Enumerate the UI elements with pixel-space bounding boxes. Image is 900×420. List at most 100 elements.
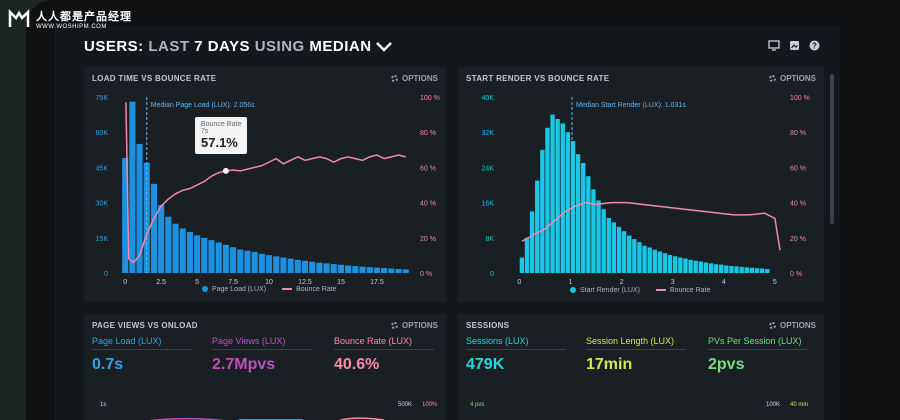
x-tick: 17.5 [370,279,384,286]
bounce-rate-line [521,201,781,251]
bar [739,266,744,273]
options-button[interactable]: OPTIONS [768,74,816,83]
title-median: MEDIAN [309,38,372,55]
bar [616,226,622,273]
y-tick-left: 16K [482,201,495,208]
x-tick: 5 [773,279,777,286]
bar [729,265,734,273]
bar [545,127,550,273]
axis-label: 1s [100,402,107,408]
bar [323,263,330,273]
y-tick-right: 60 % [790,165,806,172]
y-tick-left: 60K [96,130,109,137]
watermark-url: WWW.WOSHIPM.COM [36,24,107,30]
metric-label: Page Views (LUX) [212,336,312,350]
watermark: 人人都是产品经理 WWW.WOSHIPM.COM [8,8,132,30]
metric-page-load: Page Load (LUX) 0.7s [92,336,192,374]
y-tick-right: 0 % [790,271,802,278]
options-button[interactable]: OPTIONS [768,321,816,330]
x-tick: 3 [671,279,675,286]
bar [688,259,693,273]
scrollbar[interactable] [830,74,834,224]
options-button[interactable]: OPTIONS [390,321,438,330]
y-tick-left: 15K [96,236,109,243]
legend-item-bounce-rate[interactable]: Bounce Rate [655,287,710,294]
bar [555,119,560,273]
y-tick-left: 40K [482,95,495,102]
x-tick: 0 [123,279,127,286]
panel-title: START RENDER VS BOUNCE RATE [466,74,610,83]
title-users: USERS: [84,38,144,55]
watermark-logo-icon [8,8,30,27]
bar [158,204,165,273]
metric-label: Page Load (LUX) [92,336,192,350]
tooltip: Bounce Rate 7s 57.1% [195,117,248,154]
bar [280,257,287,273]
metric-value: 479K [466,356,505,373]
bar [186,231,193,273]
bar [330,264,337,273]
bar [575,154,581,273]
metric-page-views: Page Views (LUX) 2.7Mpvs [212,336,312,374]
bar [237,249,244,273]
bar [172,223,179,273]
header-icons: ? [768,40,820,51]
bar [165,216,172,273]
x-tick: 0 [517,279,521,286]
help-icon[interactable]: ? [809,40,820,51]
metric-pvs-per-session: PVs Per Session (LUX) 2pvs [708,336,808,374]
panel-title: SESSIONS [466,321,510,330]
gear-icon [768,75,776,82]
dashboard-title[interactable]: USERS: LAST 7 DAYS USING MEDIAN [84,38,393,55]
options-label: OPTIONS [779,321,816,330]
title-last: LAST [148,38,190,55]
y-tick-left: 32K [482,130,495,137]
bar [759,268,765,273]
image-icon[interactable] [789,40,800,51]
legend-item-bounce-rate[interactable]: Bounce Rate [282,286,337,293]
y-tick-right: 80 % [790,130,806,137]
y-tick-left: 45K [96,165,109,172]
bar [301,260,309,273]
bar [560,123,565,274]
bar [309,261,316,273]
bar [647,247,652,273]
x-tick: 10 [265,279,273,286]
bar [673,256,678,273]
metric-sessions: Sessions (LUX) 479K [466,336,566,374]
x-tick: 2 [620,279,624,286]
metric-value: 0.7s [92,356,124,373]
bar [316,262,323,273]
bar [698,261,703,273]
bar [373,267,380,273]
bar [540,149,545,273]
sessions-mini-chart [458,410,824,420]
bar [581,163,586,273]
legend-item-page-load[interactable]: Page Load (LUX) [202,286,266,293]
bar [724,265,729,273]
legend-item-start-render[interactable]: Start Render (LUX) [570,287,640,294]
bar [565,132,571,273]
bar [591,189,596,273]
metric-bounce-rate: Bounce Rate (LUX) 40.6% [334,336,434,374]
bar [273,256,280,273]
bar [208,240,215,273]
bar [258,253,265,273]
load-time-chart: 0 15K 30K 45K 60K 75K 0 % 20 % 40 % 60 % 80 % 100 %… [96,95,440,286]
metric-session-length: Session Length (LUX) 17min [586,336,686,374]
bar [637,242,642,273]
chevron-down-icon[interactable] [376,42,393,52]
bar [586,176,591,273]
bar [251,251,258,273]
y-tick-left: 24K [482,165,495,172]
metric-label: Bounce Rate (LUX) [334,336,434,350]
bar [678,257,683,273]
options-button[interactable]: OPTIONS [390,74,438,83]
gear-icon [390,322,398,329]
monitor-icon[interactable] [768,40,780,51]
axis-label: 500K [398,402,413,408]
metric-value: 2.7Mpvs [212,356,276,373]
bar [601,209,606,273]
bar [550,114,555,273]
bar [352,265,359,273]
